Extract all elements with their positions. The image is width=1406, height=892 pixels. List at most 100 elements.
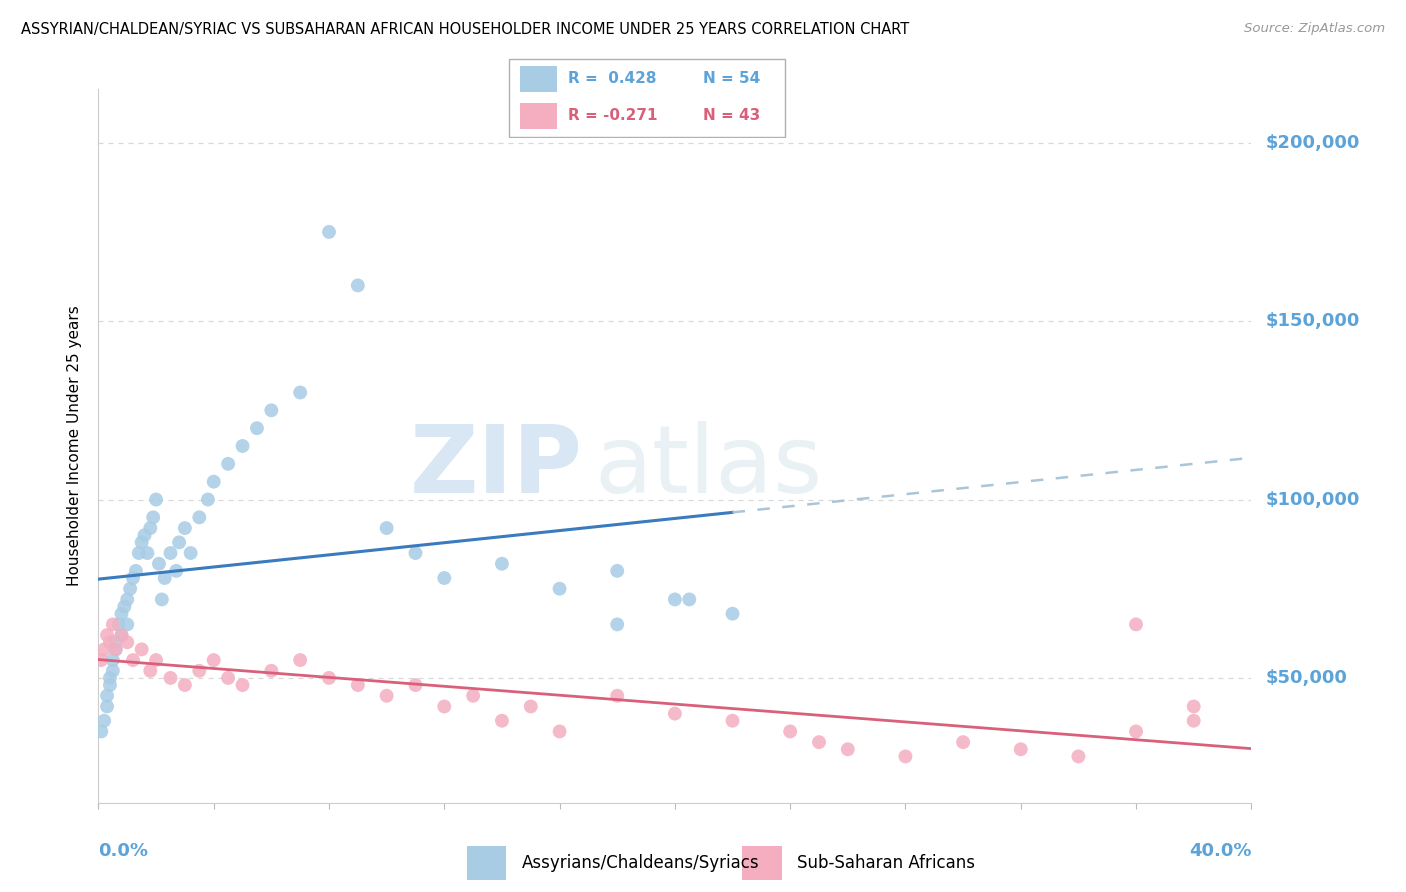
Point bbox=[96, 689, 118, 703]
Point bbox=[93, 642, 115, 657]
Point bbox=[721, 714, 744, 728]
Point bbox=[606, 617, 628, 632]
Point bbox=[318, 671, 340, 685]
Point bbox=[217, 457, 239, 471]
Point bbox=[491, 714, 513, 728]
Point bbox=[93, 714, 115, 728]
Point bbox=[96, 699, 118, 714]
Point bbox=[837, 742, 859, 756]
Point bbox=[375, 689, 398, 703]
Point bbox=[167, 535, 190, 549]
Point bbox=[1067, 749, 1090, 764]
Text: Sub-Saharan Africans: Sub-Saharan Africans bbox=[797, 854, 976, 872]
Text: R = -0.271: R = -0.271 bbox=[568, 108, 658, 123]
Point bbox=[197, 492, 219, 507]
Y-axis label: Householder Income Under 25 years: Householder Income Under 25 years bbox=[67, 306, 83, 586]
Point bbox=[260, 403, 283, 417]
Point bbox=[145, 492, 167, 507]
Point bbox=[202, 653, 225, 667]
Text: $50,000: $50,000 bbox=[1265, 669, 1347, 687]
FancyBboxPatch shape bbox=[467, 846, 506, 880]
Point bbox=[112, 599, 135, 614]
Point bbox=[136, 546, 159, 560]
Point bbox=[90, 724, 112, 739]
Point bbox=[122, 571, 145, 585]
Point bbox=[165, 564, 187, 578]
Text: Source: ZipAtlas.com: Source: ZipAtlas.com bbox=[1244, 22, 1385, 36]
Point bbox=[159, 671, 181, 685]
Point bbox=[188, 664, 211, 678]
Text: R =  0.428: R = 0.428 bbox=[568, 71, 657, 87]
Point bbox=[117, 617, 138, 632]
Point bbox=[110, 628, 132, 642]
Point bbox=[139, 664, 162, 678]
Point bbox=[520, 699, 543, 714]
Text: atlas: atlas bbox=[595, 421, 823, 514]
Point bbox=[346, 278, 368, 293]
Point bbox=[98, 635, 121, 649]
FancyBboxPatch shape bbox=[509, 59, 785, 137]
Point bbox=[664, 706, 686, 721]
Point bbox=[134, 528, 156, 542]
Text: N = 54: N = 54 bbox=[703, 71, 761, 87]
Point bbox=[131, 535, 153, 549]
Point bbox=[174, 678, 197, 692]
Point bbox=[548, 724, 571, 739]
Point bbox=[117, 635, 138, 649]
Point bbox=[346, 678, 368, 692]
Point bbox=[98, 671, 121, 685]
Point bbox=[461, 689, 484, 703]
Point bbox=[110, 628, 132, 642]
Point bbox=[110, 607, 132, 621]
Point bbox=[606, 564, 628, 578]
Point bbox=[779, 724, 801, 739]
Point bbox=[721, 607, 744, 621]
Point bbox=[131, 642, 153, 657]
Point bbox=[188, 510, 211, 524]
Point bbox=[231, 439, 254, 453]
Point bbox=[217, 671, 239, 685]
Point bbox=[1182, 714, 1205, 728]
Point bbox=[678, 592, 700, 607]
Point bbox=[290, 385, 312, 400]
Point bbox=[405, 546, 427, 560]
Point bbox=[145, 653, 167, 667]
Text: Assyrians/Chaldeans/Syriacs: Assyrians/Chaldeans/Syriacs bbox=[522, 854, 759, 872]
Point bbox=[174, 521, 197, 535]
Point bbox=[125, 564, 148, 578]
Point bbox=[290, 653, 312, 667]
Point bbox=[1125, 617, 1147, 632]
Point bbox=[101, 653, 124, 667]
Point bbox=[807, 735, 830, 749]
Point bbox=[150, 592, 173, 607]
Point bbox=[491, 557, 513, 571]
Point bbox=[405, 678, 427, 692]
Point bbox=[180, 546, 202, 560]
Text: N = 43: N = 43 bbox=[703, 108, 761, 123]
Point bbox=[606, 689, 628, 703]
Point bbox=[894, 749, 917, 764]
Text: ASSYRIAN/CHALDEAN/SYRIAC VS SUBSAHARAN AFRICAN HOUSEHOLDER INCOME UNDER 25 YEARS: ASSYRIAN/CHALDEAN/SYRIAC VS SUBSAHARAN A… bbox=[21, 22, 910, 37]
Text: 0.0%: 0.0% bbox=[98, 842, 149, 860]
Point bbox=[107, 617, 129, 632]
Point bbox=[98, 678, 121, 692]
Point bbox=[122, 653, 145, 667]
Point bbox=[202, 475, 225, 489]
Point bbox=[664, 592, 686, 607]
Point bbox=[139, 521, 162, 535]
Point bbox=[96, 628, 118, 642]
Point bbox=[231, 678, 254, 692]
Point bbox=[1182, 699, 1205, 714]
Point bbox=[120, 582, 142, 596]
Point bbox=[90, 653, 112, 667]
Point bbox=[117, 592, 138, 607]
Point bbox=[548, 582, 571, 596]
Point bbox=[128, 546, 150, 560]
Text: ZIP: ZIP bbox=[409, 421, 582, 514]
Point bbox=[148, 557, 170, 571]
Point bbox=[433, 699, 456, 714]
Point bbox=[153, 571, 176, 585]
FancyBboxPatch shape bbox=[742, 846, 782, 880]
Point bbox=[260, 664, 283, 678]
Point bbox=[433, 571, 456, 585]
